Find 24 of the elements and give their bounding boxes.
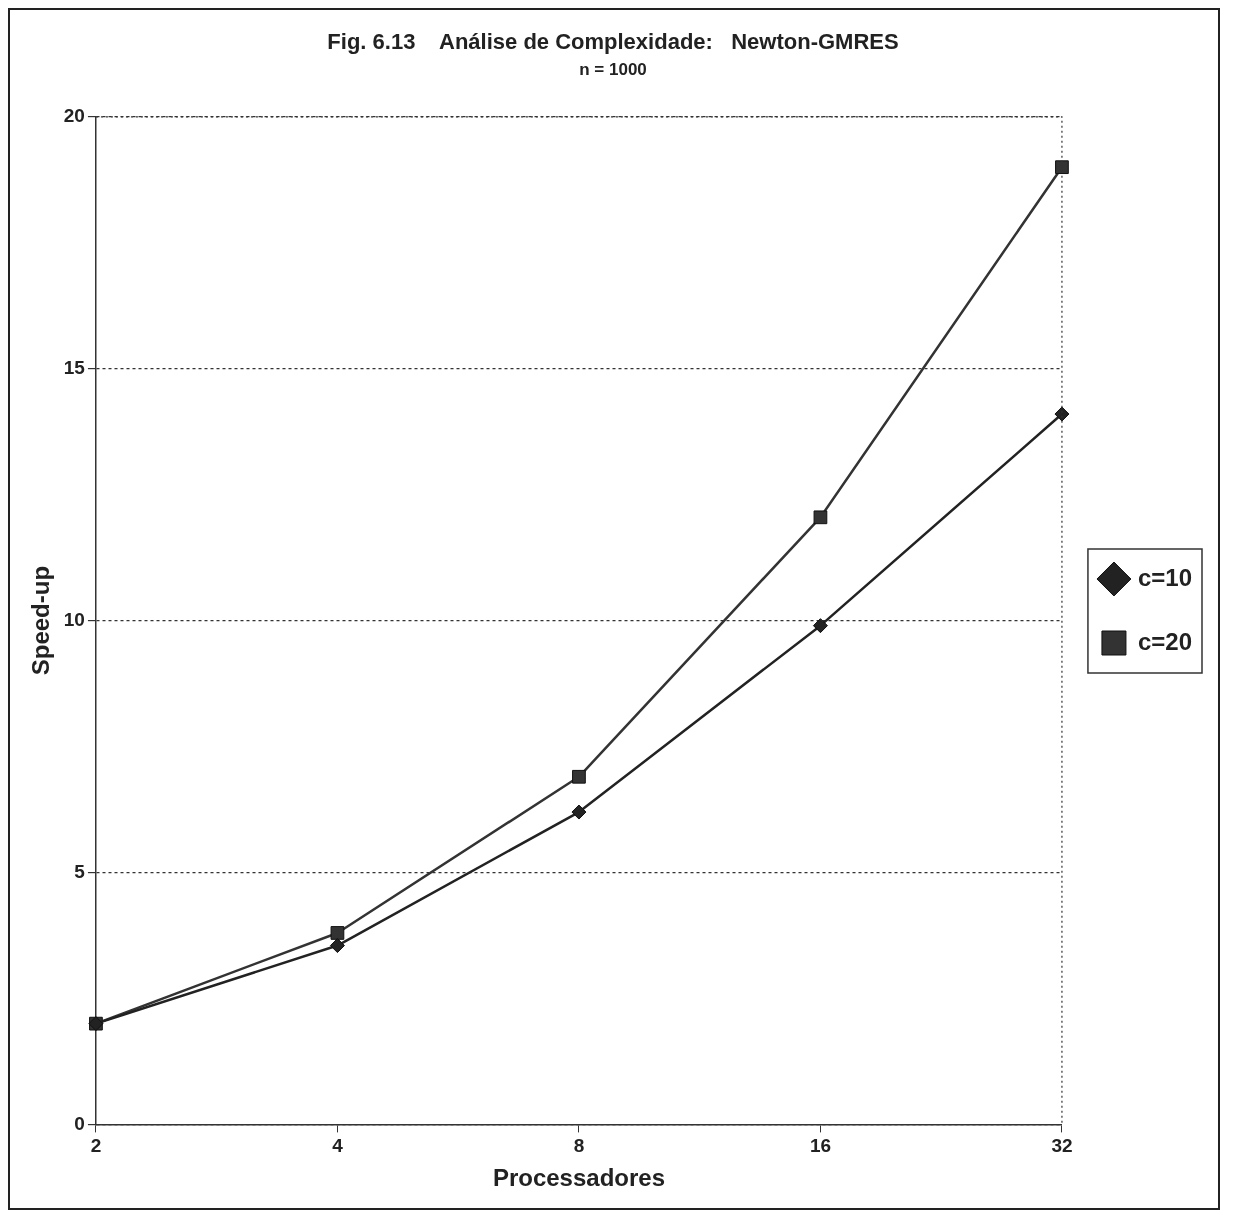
point <box>329 938 345 954</box>
x-tick-label: 32 <box>1051 1135 1073 1157</box>
point <box>812 618 828 634</box>
point <box>1054 406 1070 422</box>
legend-label: c=20 <box>1137 627 1192 655</box>
y-tick-label: 0 <box>74 1112 85 1134</box>
x-tick-label: 8 <box>573 1135 585 1157</box>
y-tick-label: 5 <box>74 860 86 882</box>
x-tick-label: 2 <box>90 1135 102 1157</box>
x-tick-label: 16 <box>809 1135 832 1157</box>
x-tick-label: 4 <box>332 1135 344 1157</box>
chart-title: Fig. 6.13 Análise de Complexidade: Newton-GMRES <box>327 29 899 55</box>
y-tick-label: 20 <box>63 105 85 127</box>
point <box>813 510 828 525</box>
point <box>1055 160 1069 175</box>
y-tick-label: 15 <box>63 356 86 378</box>
point <box>572 769 586 784</box>
point <box>571 804 587 820</box>
x-axis-title: Processadores <box>492 1164 665 1192</box>
y-axis-title: Speed-up <box>27 565 55 676</box>
y-tick-label: 10 <box>63 608 85 630</box>
legend-label: c=10 <box>1137 563 1192 591</box>
chart-subtitle: n = 1000 <box>579 60 647 80</box>
point <box>330 926 345 940</box>
